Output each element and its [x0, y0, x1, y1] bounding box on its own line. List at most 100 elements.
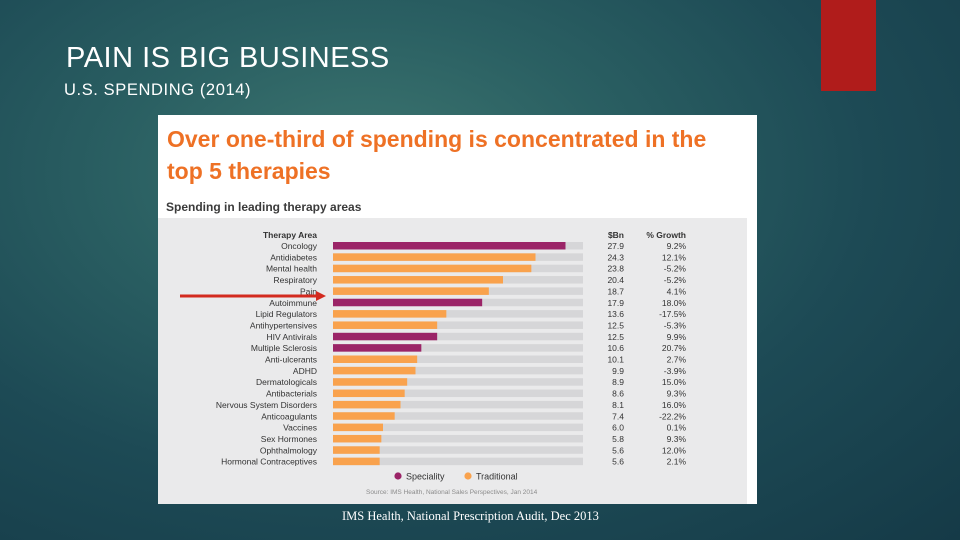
value-label: 10.1	[607, 355, 624, 365]
value-label: 5.6	[612, 457, 624, 467]
growth-label: 16.0%	[662, 400, 687, 410]
bar-oncology	[333, 242, 566, 250]
value-label: 27.9	[607, 241, 624, 251]
bar-track	[333, 378, 583, 386]
value-label: 9.9	[612, 366, 624, 376]
bar-mental-health	[333, 264, 532, 273]
growth-label: 9.9%	[667, 332, 687, 342]
chart-title: Over one-third of spending is concentrat…	[167, 126, 707, 184]
growth-label: 15.0%	[662, 377, 687, 387]
category-label: Sex Hormones	[261, 434, 317, 444]
slide-title: PAIN IS BIG BUSINESS	[66, 42, 390, 74]
value-label: 8.6	[612, 389, 624, 399]
category-label: Autoimmune	[269, 298, 317, 308]
growth-label: -22.2%	[659, 411, 686, 421]
chart-panel: Therapy Area $Bn % Growth Oncology 27.9 9.2% A…	[158, 218, 747, 504]
bar-track	[333, 389, 583, 398]
growth-header: % Growth	[646, 230, 686, 240]
category-label: Dermatologicals	[256, 377, 317, 387]
bar-vaccines	[333, 423, 383, 432]
value-label: 7.4	[612, 411, 624, 421]
value-label: 13.6	[607, 309, 624, 319]
accent-bar	[821, 0, 876, 91]
bar-respiratory	[333, 276, 503, 284]
category-label: HIV Antivirals	[266, 332, 317, 342]
value-label: 8.9	[612, 377, 624, 387]
category-label: Respiratory	[274, 275, 318, 285]
legend-swatch-traditional	[464, 472, 472, 480]
bar-pain	[333, 287, 489, 295]
bar-lipid-regulators	[333, 310, 447, 318]
category-label: ADHD	[293, 366, 317, 376]
category-label: Vaccines	[283, 423, 317, 433]
bar-track	[333, 321, 583, 329]
growth-label: 9.3%	[667, 434, 687, 444]
growth-label: 4.1%	[667, 286, 687, 296]
growth-label: 2.7%	[667, 355, 687, 365]
value-label: 5.8	[612, 434, 624, 444]
category-label: Nervous System Disorders	[216, 400, 317, 410]
bar-track	[333, 423, 583, 432]
value-label: 12.5	[607, 332, 624, 342]
growth-label: -5.2%	[664, 275, 687, 285]
growth-label: 12.0%	[662, 445, 687, 455]
legend-label-traditional: Traditional	[476, 472, 518, 482]
growth-label: 2.1%	[667, 457, 687, 467]
pointer-arrow	[180, 291, 326, 301]
bar-ophthalmology	[333, 446, 380, 454]
bar-antihypertensives	[333, 321, 438, 329]
growth-label: -5.3%	[664, 320, 687, 330]
category-label: Mental health	[266, 264, 317, 274]
bar-track	[333, 344, 583, 352]
bar-track	[333, 457, 583, 466]
value-label: 18.7	[607, 286, 624, 296]
value-label: 10.6	[607, 343, 624, 353]
bar-track	[333, 355, 583, 363]
bar-track	[333, 434, 583, 443]
growth-label: -3.9%	[664, 366, 687, 376]
footer-source: IMS Health, National Prescription Audit,…	[342, 509, 599, 523]
slide-subtitle: U.S. SPENDING (2014)	[64, 81, 252, 99]
category-label: Antidiabetes	[270, 252, 317, 262]
category-label: Hormonal Contraceptives	[221, 457, 317, 467]
category-header: Therapy Area	[263, 230, 317, 240]
bar-dermatologicals	[333, 378, 408, 386]
category-label: Anti-ulcerants	[265, 355, 317, 365]
bar-nervous-system-disorders	[333, 400, 401, 409]
bar-anticoagulants	[333, 412, 395, 420]
category-label: Oncology	[281, 241, 318, 251]
growth-label: 9.2%	[667, 241, 687, 251]
chart-source-note: Source: IMS Health, National Sales Persp…	[366, 489, 538, 496]
growth-label: 9.3%	[667, 389, 687, 399]
growth-label: 20.7%	[662, 343, 687, 353]
category-label: Pain	[300, 286, 317, 296]
bar-track	[333, 400, 583, 409]
bar-multiple-sclerosis	[333, 344, 422, 352]
value-label: 20.4	[607, 275, 624, 285]
category-label: Antibacterials	[266, 389, 317, 399]
bar-hiv-antivirals	[333, 332, 438, 341]
legend-swatch-speciality	[394, 472, 402, 480]
value-label: 6.0	[612, 423, 624, 433]
bar-adhd	[333, 366, 416, 375]
growth-label: 0.1%	[667, 423, 687, 433]
bar-antibacterials	[333, 389, 405, 398]
category-label: Multiple Sclerosis	[251, 343, 317, 353]
value-label: 8.1	[612, 400, 624, 410]
growth-label: 12.1%	[662, 252, 687, 262]
bar-track	[333, 412, 583, 420]
value-label: 5.6	[612, 445, 624, 455]
legend-label-speciality: Speciality	[406, 472, 445, 482]
growth-label: 18.0%	[662, 298, 687, 308]
bar-antidiabetes	[333, 253, 536, 261]
chart-figure: Over one-third of spending is concentrat…	[158, 115, 757, 504]
chart-subtitle: Spending in leading therapy areas	[166, 200, 362, 214]
bar-anti-ulcerants	[333, 355, 418, 363]
bar-autoimmune	[333, 298, 483, 307]
growth-label: -17.5%	[659, 309, 686, 319]
growth-label: -5.2%	[664, 264, 687, 274]
category-label: Lipid Regulators	[256, 309, 317, 319]
bar-sex-hormones	[333, 434, 382, 443]
bar-track	[333, 366, 583, 375]
value-label: 12.5	[607, 320, 624, 330]
